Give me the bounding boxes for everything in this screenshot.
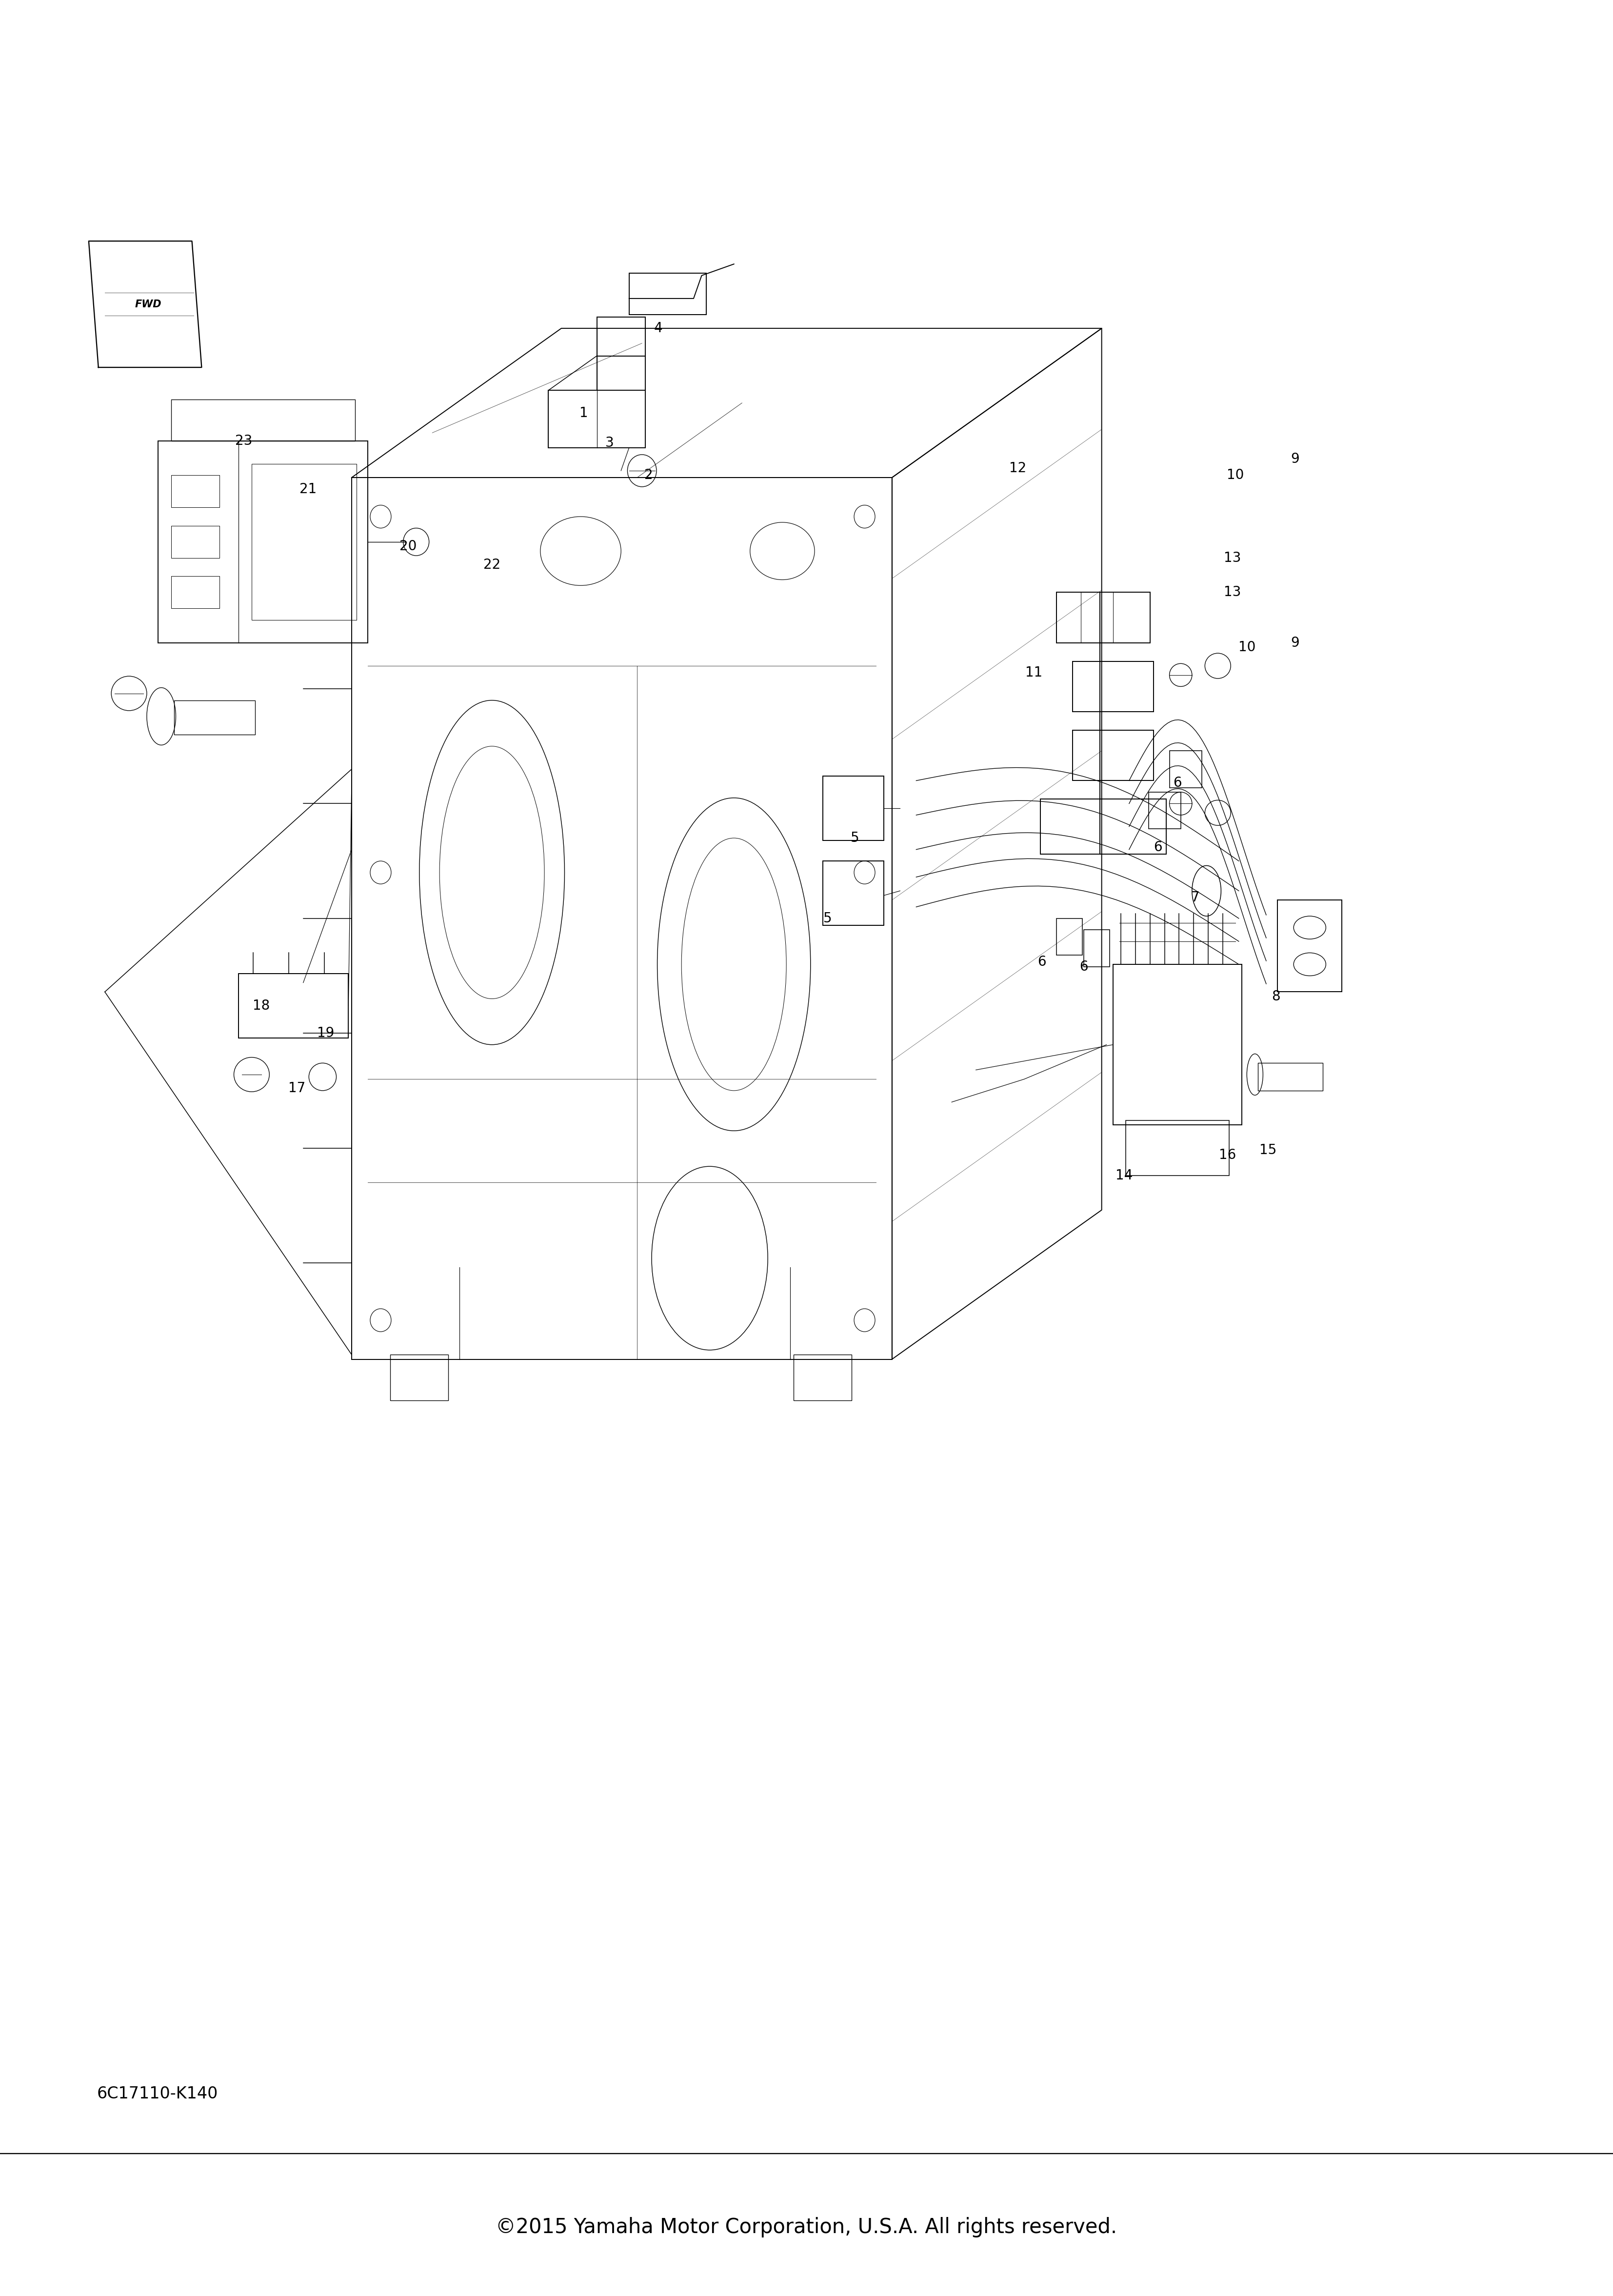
Bar (823, 776, 884, 840)
Text: 6: 6 (1153, 840, 1163, 854)
Text: 1: 1 (579, 406, 589, 420)
Text: 10: 10 (1227, 468, 1244, 482)
Text: 21: 21 (300, 482, 316, 496)
Text: 6: 6 (1079, 960, 1089, 974)
Text: 19: 19 (318, 1026, 334, 1040)
Ellipse shape (369, 505, 390, 528)
Text: 9: 9 (1290, 636, 1300, 650)
Bar (158, 441, 368, 643)
Bar (1057, 592, 1150, 643)
Bar (1073, 730, 1153, 781)
Bar (1169, 751, 1202, 788)
Text: 6: 6 (1173, 776, 1182, 790)
Text: 5: 5 (850, 831, 860, 845)
Bar (171, 475, 219, 507)
Text: 13: 13 (1224, 551, 1240, 565)
Text: 9: 9 (1290, 452, 1300, 466)
Bar (171, 400, 355, 441)
Bar (1148, 792, 1181, 829)
Ellipse shape (855, 1309, 874, 1332)
Bar (1126, 1120, 1229, 1176)
Text: 7: 7 (1190, 891, 1200, 905)
Text: 8: 8 (1271, 990, 1281, 1003)
Bar (1258, 1063, 1323, 1091)
Ellipse shape (369, 1309, 390, 1332)
Bar (1277, 900, 1342, 992)
Text: 12: 12 (1010, 461, 1026, 475)
Text: 17: 17 (289, 1081, 305, 1095)
Bar (823, 861, 884, 925)
Text: 4: 4 (653, 321, 663, 335)
Text: 18: 18 (253, 999, 269, 1013)
Text: 23: 23 (235, 434, 252, 448)
Bar (1057, 918, 1082, 955)
Text: 2: 2 (644, 468, 653, 482)
Text: 3: 3 (605, 436, 615, 450)
Bar (548, 390, 645, 448)
Text: 6: 6 (1037, 955, 1047, 969)
Text: 22: 22 (484, 558, 500, 572)
Ellipse shape (855, 861, 874, 884)
Bar (171, 576, 219, 608)
Text: FWD: FWD (135, 298, 161, 310)
Text: 5: 5 (823, 912, 832, 925)
Bar (390, 1355, 448, 1401)
Text: ©2015 Yamaha Motor Corporation, U.S.A. All rights reserved.: ©2015 Yamaha Motor Corporation, U.S.A. A… (495, 2218, 1118, 2236)
Text: 16: 16 (1219, 1148, 1236, 1162)
Bar (174, 700, 255, 735)
Bar (239, 974, 348, 1038)
Text: 10: 10 (1239, 641, 1255, 654)
Ellipse shape (855, 505, 874, 528)
Bar (1073, 661, 1153, 712)
Text: 6C17110-K140: 6C17110-K140 (97, 2085, 218, 2103)
Bar (1084, 930, 1110, 967)
Bar (171, 526, 219, 558)
Bar (252, 464, 356, 620)
Text: 15: 15 (1260, 1143, 1276, 1157)
Text: 13: 13 (1224, 585, 1240, 599)
Bar (794, 1355, 852, 1401)
Text: 11: 11 (1026, 666, 1042, 680)
Text: 14: 14 (1116, 1169, 1132, 1182)
Bar (1113, 964, 1242, 1125)
Ellipse shape (369, 861, 390, 884)
Bar (629, 273, 706, 315)
Text: 20: 20 (400, 540, 416, 553)
Bar (1040, 799, 1166, 854)
